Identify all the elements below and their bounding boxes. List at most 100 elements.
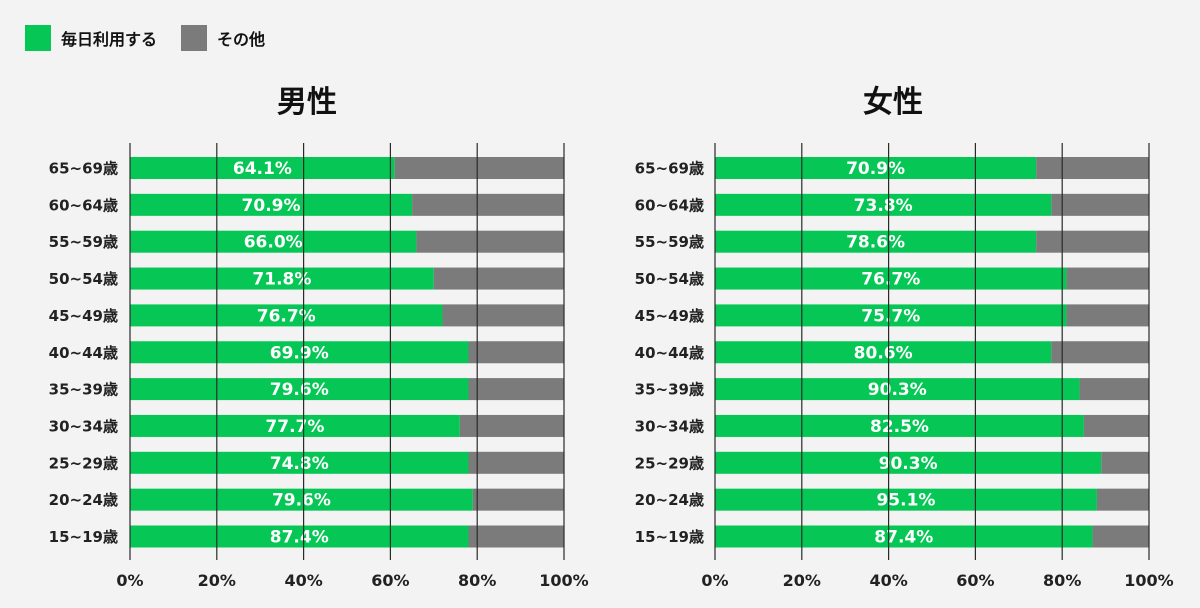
male-bar-daily-9 [130,488,473,511]
female-tick-label-1: 20% [783,571,821,590]
chart-male: 男性 65~69歳 64.1% 60~64歳 70.9% 55~59歳 66.0% 50~54… [49,85,589,590]
male-category-label-9: 20~24歳 [49,491,118,509]
male-tick-label-1: 20% [198,571,236,590]
male-bar-daily-7 [130,414,460,437]
legend-label-daily: 毎日利用する [61,30,158,49]
female-category-label-4: 45~49歳 [635,307,704,325]
female-tick-label-3: 60% [956,571,994,590]
male-bar-other-0 [394,157,564,179]
male-bar-daily-5 [130,341,469,364]
male-bar-daily-10 [130,525,469,548]
male-bar-daily-0 [130,157,395,179]
male-data-label-3: 71.8% [252,270,311,290]
male-bar-other-2 [416,230,564,253]
male-data-label-6: 79.6% [270,380,329,400]
female-category-label-10: 15~19歳 [635,528,704,546]
chart-legend: 毎日利用する その他 [25,24,289,52]
male-category-label-3: 50~54歳 [49,270,118,288]
male-data-label-10: 87.4% [270,528,329,548]
male-tick-label-0: 0% [116,571,143,590]
male-tick-label-4: 80% [458,571,496,590]
female-bar-other-0 [1036,157,1149,179]
female-bar-daily-8 [715,451,1102,474]
male-data-label-0: 64.1% [233,159,292,179]
male-bar-daily-1 [130,193,413,216]
female-data-label-10: 87.4% [874,528,933,548]
female-chart-title: 女性 [863,85,923,120]
female-bar-daily-6 [715,378,1080,401]
female-bar-daily-1 [715,193,1052,216]
female-bar-other-2 [1036,230,1149,253]
male-data-label-1: 70.9% [242,196,301,216]
male-bar-daily-2 [130,230,417,253]
female-tick-label-5: 100% [1124,571,1173,590]
male-bar-other-1 [412,193,564,216]
female-category-label-3: 50~54歳 [635,270,704,288]
male-bar-other-4 [442,304,564,327]
female-bar-other-3 [1066,267,1149,290]
female-category-label-5: 40~44歳 [635,344,704,362]
male-category-label-6: 35~39歳 [49,381,118,399]
female-category-label-2: 55~59歳 [635,233,704,251]
female-category-label-8: 25~29歳 [635,454,704,472]
legend-item-other: その他 [181,25,265,51]
female-bar-other-9 [1096,488,1149,511]
male-bar-other-6 [468,378,564,401]
male-data-label-5: 69.9% [270,343,329,363]
male-bar-other-8 [468,451,564,474]
male-data-label-8: 74.8% [270,454,329,474]
chart-female: 女性 65~69歳 70.9% 60~64歳 73.8% 55~59歳 78.6% 50~54… [635,85,1174,590]
female-tick-label-2: 40% [869,571,907,590]
male-bar-other-9 [472,488,564,511]
male-bar-daily-4 [130,304,443,327]
legend-swatch-other [181,25,208,51]
male-data-label-7: 77.7% [265,417,324,437]
male-category-label-10: 15~19歳 [49,528,118,546]
female-data-label-0: 70.9% [846,159,905,179]
female-data-label-8: 90.3% [879,454,938,474]
female-data-label-2: 78.6% [846,233,905,253]
male-category-label-8: 25~29歳 [49,454,118,472]
male-category-label-2: 55~59歳 [49,233,118,251]
male-bar-other-7 [459,414,564,437]
female-tick-label-4: 80% [1043,571,1081,590]
female-data-label-3: 76.7% [861,270,920,290]
male-category-label-4: 45~49歳 [49,307,118,325]
male-bar-other-3 [433,267,564,290]
male-bar-daily-6 [130,378,469,401]
female-category-label-9: 20~24歳 [635,491,704,509]
female-bar-daily-7 [715,414,1084,437]
female-bar-daily-9 [715,488,1097,511]
male-chart-title: 男性 [277,85,337,120]
male-category-label-1: 60~64歳 [49,196,118,214]
female-category-label-7: 30~34歳 [635,417,704,435]
female-data-label-1: 73.8% [854,196,913,216]
female-bar-other-4 [1066,304,1149,327]
female-bar-other-5 [1051,341,1149,364]
male-category-label-5: 40~44歳 [49,344,118,362]
male-data-label-9: 79.6% [272,491,331,511]
male-bar-daily-8 [130,451,469,474]
female-category-label-1: 60~64歳 [635,196,704,214]
female-data-label-5: 80.6% [854,343,913,363]
male-bar-daily-3 [130,267,434,290]
female-category-label-6: 35~39歳 [635,381,704,399]
female-bar-daily-5 [715,341,1052,364]
female-data-label-7: 82.5% [870,417,929,437]
male-category-label-7: 30~34歳 [49,417,118,435]
legend-item-daily: 毎日利用する [25,25,157,51]
male-tick-label-5: 100% [539,571,588,590]
female-data-label-4: 75.7% [861,306,920,326]
male-data-label-2: 66.0% [244,233,303,253]
male-bar-other-10 [468,525,564,548]
female-bar-daily-4 [715,304,1067,327]
male-tick-label-2: 40% [284,571,322,590]
female-bar-daily-10 [715,525,1093,548]
female-category-label-0: 65~69歳 [635,160,704,178]
female-tick-label-0: 0% [701,571,728,590]
male-bar-other-5 [468,341,564,364]
legend-label-other: その他 [217,30,266,49]
female-bar-daily-2 [715,230,1037,253]
female-bar-other-6 [1079,378,1149,401]
